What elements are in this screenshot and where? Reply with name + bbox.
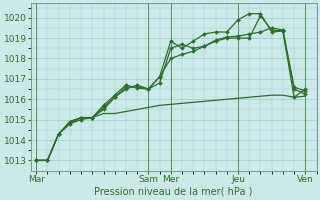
X-axis label: Pression niveau de la mer( hPa ): Pression niveau de la mer( hPa ) [94, 187, 253, 197]
